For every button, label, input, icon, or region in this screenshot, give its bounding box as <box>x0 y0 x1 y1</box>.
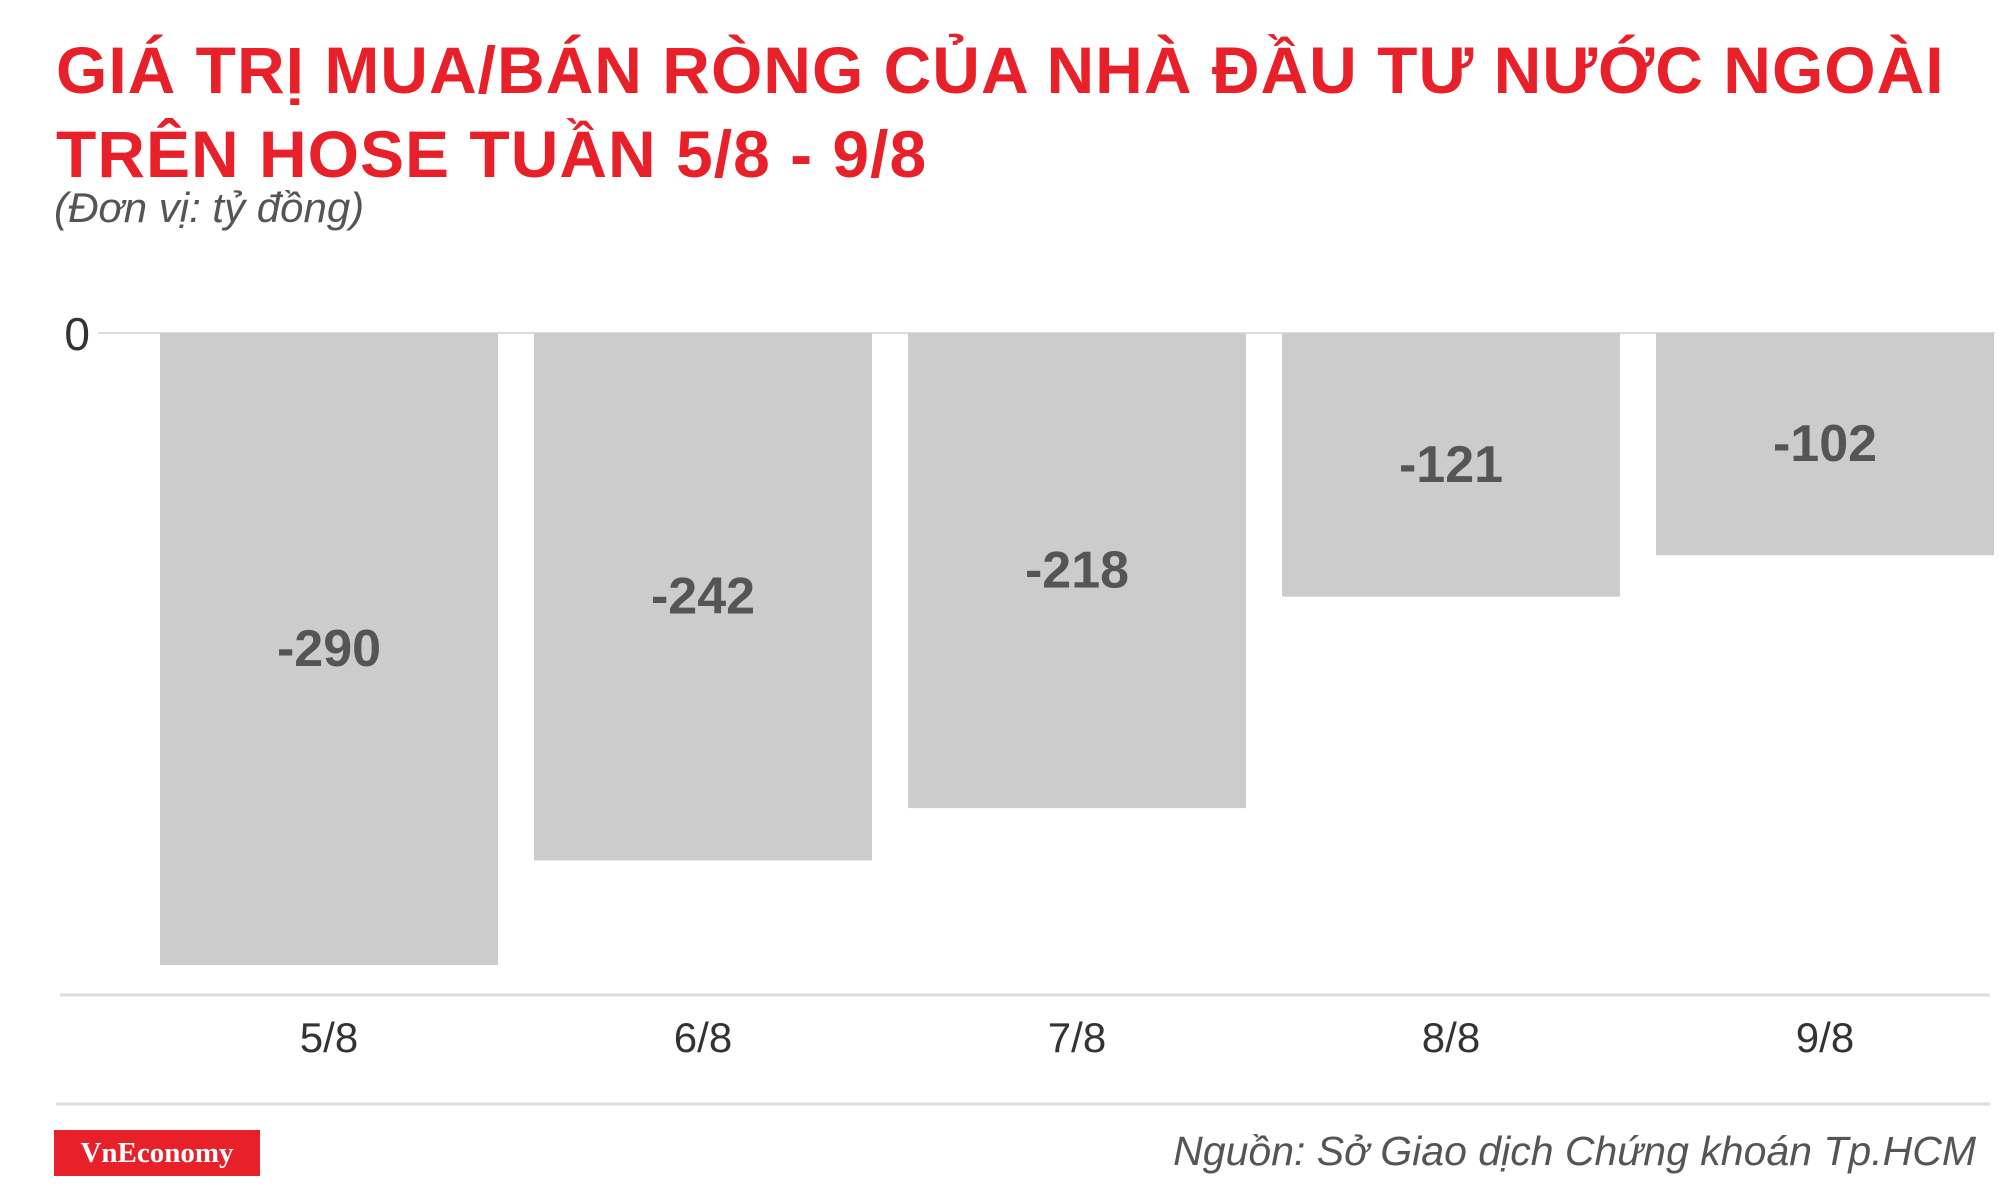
bar-5-8 <box>160 333 498 965</box>
x-tick-label: 8/8 <box>1422 1014 1480 1061</box>
x-tick-label: 6/8 <box>674 1014 732 1061</box>
vneconomy-logo: VnEconomy <box>54 1130 260 1176</box>
unit-note: (Đơn vị: tỷ đồng) <box>54 184 365 231</box>
title-line-2: TRÊN HOSE TUẦN 5/8 - 9/8 <box>56 117 928 191</box>
value-label: -121 <box>1399 436 1503 494</box>
bar-6-8 <box>534 333 872 861</box>
bar-9-8 <box>1656 333 1994 556</box>
bar-7-8 <box>908 333 1246 809</box>
value-label: -102 <box>1773 415 1877 473</box>
value-label: -290 <box>277 620 381 678</box>
value-label: -242 <box>651 568 755 626</box>
bar-8-8 <box>1282 333 1620 597</box>
y-tick-label: 0 <box>64 308 90 360</box>
source-note: Nguồn: Sở Giao dịch Chứng khoán Tp.HCM <box>1173 1128 1976 1174</box>
x-tick-label: 7/8 <box>1048 1014 1106 1061</box>
x-tick-label: 9/8 <box>1796 1014 1854 1061</box>
value-label: -218 <box>1025 542 1129 600</box>
title-line-1: GIÁ TRỊ MUA/BÁN RÒNG CỦA NHÀ ĐẦU TƯ NƯỚC… <box>56 33 1945 107</box>
chart-title: GIÁ TRỊ MUA/BÁN RÒNG CỦA NHÀ ĐẦU TƯ NƯỚC… <box>56 28 1956 196</box>
x-tick-label: 5/8 <box>300 1014 358 1061</box>
